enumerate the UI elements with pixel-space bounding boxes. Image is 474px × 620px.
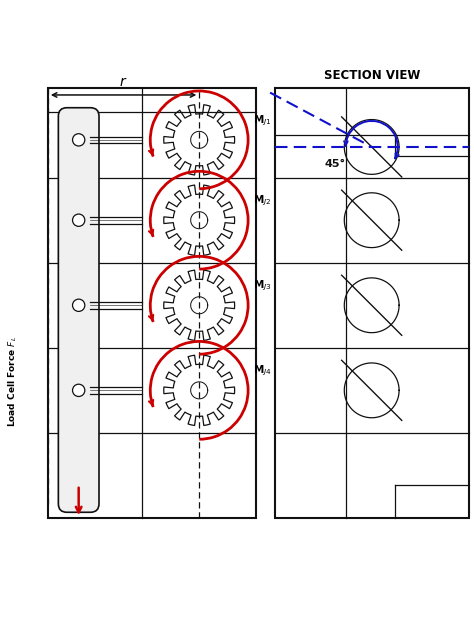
Text: Load Cell Force $F_L$: Load Cell Force $F_L$ <box>6 335 19 427</box>
Circle shape <box>73 299 85 311</box>
Circle shape <box>73 214 85 226</box>
Text: $\mathbf{M}_{J2}$: $\mathbf{M}_{J2}$ <box>253 193 272 208</box>
Bar <box>275 88 469 518</box>
Text: $\mathbf{M}_{J4}$: $\mathbf{M}_{J4}$ <box>253 364 272 378</box>
Text: SECTION VIEW: SECTION VIEW <box>324 69 420 82</box>
Bar <box>48 88 256 518</box>
Text: $r$: $r$ <box>119 75 128 89</box>
FancyBboxPatch shape <box>58 108 99 512</box>
Circle shape <box>73 134 85 146</box>
Text: $\mathbf{M}_{J3}$: $\mathbf{M}_{J3}$ <box>253 278 272 293</box>
Text: $\mathbf{M}_{J1}$: $\mathbf{M}_{J1}$ <box>253 113 272 128</box>
Text: 45°: 45° <box>325 159 346 169</box>
Circle shape <box>73 384 85 396</box>
